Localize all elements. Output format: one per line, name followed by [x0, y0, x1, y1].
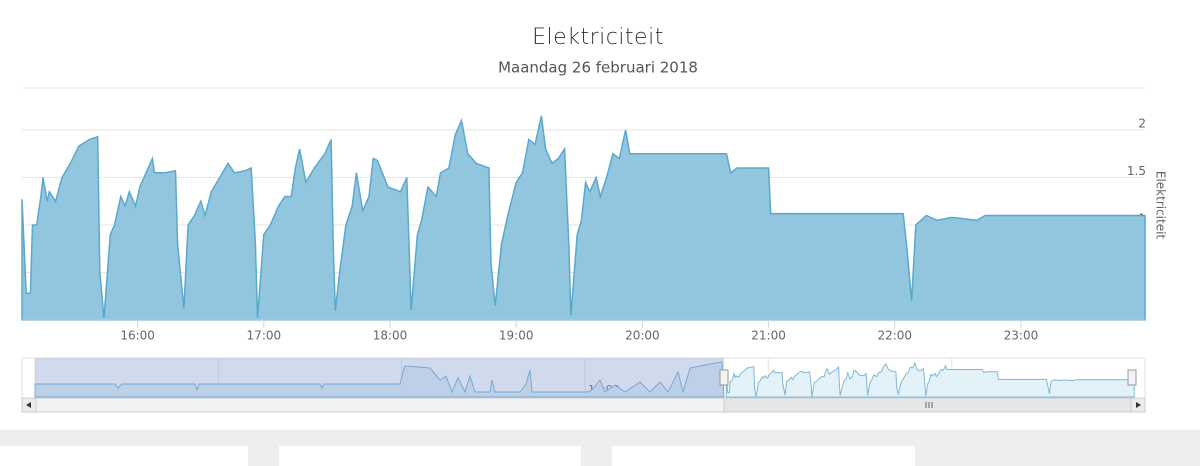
- x-tick-label: 18:00: [373, 329, 408, 343]
- navigator-history: [34, 361, 725, 398]
- navigator-mask: [35, 358, 724, 397]
- navigator-handle[interactable]: [719, 369, 729, 386]
- arrow-icon: [26, 402, 31, 408]
- x-tick-label: 19:00: [499, 329, 534, 343]
- chart-subtitle: Maandag 26 februari 2018: [498, 59, 698, 77]
- x-tick-label: 22:00: [877, 329, 912, 343]
- plot: 00.511.5216:0017:0018:0019:0020:0021:002…: [21, 115, 1146, 343]
- y-tick-label: 2: [1138, 117, 1146, 131]
- chart-title: Elektriciteit: [532, 25, 664, 50]
- card: [612, 446, 915, 466]
- navigator-series: [725, 361, 1135, 398]
- navigator-handle[interactable]: [1127, 369, 1137, 386]
- x-tick-label: 16:00: [120, 329, 155, 343]
- scrollbar-thumb[interactable]: [723, 397, 1133, 413]
- card: [0, 446, 248, 466]
- x-tick-label: 20:00: [625, 329, 660, 343]
- area: [21, 115, 1146, 321]
- x-tick-label: 21:00: [751, 329, 786, 343]
- arrow-icon: [1136, 402, 1141, 408]
- scrollbar-grip: [925, 402, 933, 408]
- x-tick-label: 17:00: [247, 329, 282, 343]
- card: [279, 446, 581, 466]
- y-axis-title: Elektriciteit: [1154, 171, 1168, 240]
- y-tick-label: 1.5: [1127, 164, 1146, 178]
- x-tick-label: 23:00: [1004, 329, 1039, 343]
